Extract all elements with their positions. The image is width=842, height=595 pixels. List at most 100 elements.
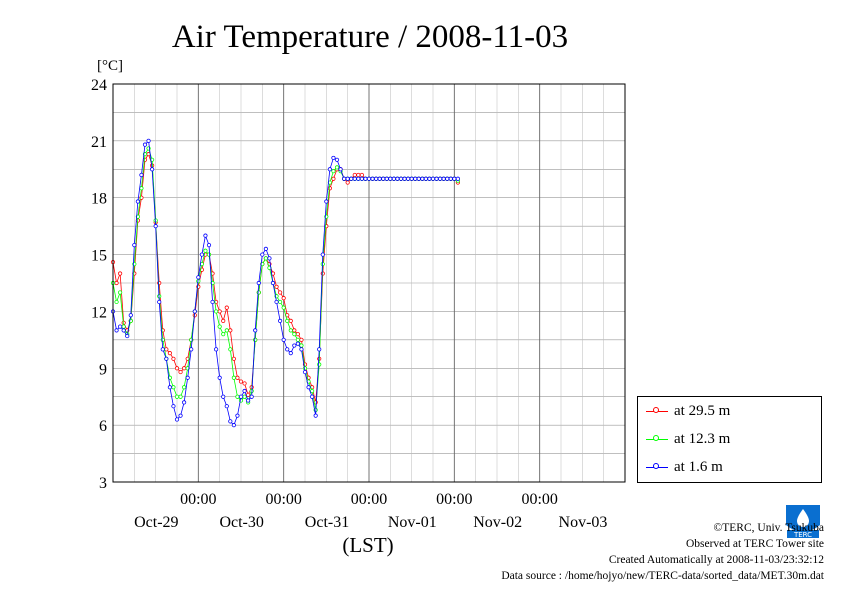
source-text: Data source : /home/hojyo/new/TERC-data/… xyxy=(501,570,824,582)
data-point xyxy=(242,394,247,399)
data-point xyxy=(189,347,194,352)
series-layer xyxy=(110,138,460,428)
data-point xyxy=(174,417,180,422)
credits: ©TERC, Univ. Tsukuba Observed at TERC To… xyxy=(501,520,824,584)
data-point xyxy=(345,176,350,181)
data-point xyxy=(217,309,222,314)
data-point xyxy=(285,318,290,324)
data-point xyxy=(121,328,126,333)
data-point xyxy=(263,246,268,251)
data-point xyxy=(416,176,421,181)
data-point xyxy=(160,347,165,352)
data-point xyxy=(391,176,396,181)
data-point xyxy=(210,299,215,305)
data-point xyxy=(253,337,258,342)
data-point xyxy=(128,313,133,318)
data-point xyxy=(455,176,460,181)
copyright-text: ©TERC, Univ. Tsukuba xyxy=(713,522,824,534)
data-point xyxy=(413,176,418,181)
data-point xyxy=(171,404,176,409)
data-point xyxy=(363,176,368,181)
data-point xyxy=(295,332,300,337)
data-point xyxy=(238,379,244,384)
data-point xyxy=(235,375,240,380)
data-point xyxy=(270,280,276,286)
observed-text: Observed at TERC Tower site xyxy=(685,538,824,550)
data-point xyxy=(182,400,187,405)
data-point xyxy=(306,385,311,390)
y-tick-labels: 3 6 9 12 15 18 21 24 xyxy=(91,77,107,492)
data-point xyxy=(274,299,279,305)
y-tick-label: 6 xyxy=(99,418,107,435)
data-point xyxy=(356,172,361,178)
data-point xyxy=(214,347,219,352)
data-point xyxy=(235,413,240,418)
data-point xyxy=(196,275,201,280)
data-point xyxy=(228,419,233,424)
data-point xyxy=(114,328,119,333)
created-text: Created Automatically at 2008-11-03/23:3… xyxy=(608,554,824,566)
data-point xyxy=(441,176,446,181)
data-point xyxy=(139,172,144,178)
data-point xyxy=(288,328,293,333)
x-time-tick-label: 00:00 xyxy=(265,491,301,508)
data-point xyxy=(409,176,414,181)
data-point xyxy=(231,375,236,380)
data-point xyxy=(274,284,279,289)
x-day-label: Oct-29 xyxy=(134,514,178,531)
data-point xyxy=(338,167,343,172)
data-point xyxy=(121,324,126,329)
data-point xyxy=(238,394,244,399)
data-point xyxy=(146,138,151,143)
series-line xyxy=(112,153,459,403)
data-point xyxy=(327,167,332,172)
data-point xyxy=(302,366,308,371)
data-point xyxy=(203,233,208,238)
legend-label: at 1.6 m xyxy=(674,458,723,475)
data-point xyxy=(182,385,187,390)
data-point xyxy=(217,375,222,380)
data-point xyxy=(310,394,315,399)
logo-text: TERC xyxy=(793,531,812,539)
data-point xyxy=(292,332,297,337)
data-point xyxy=(388,176,393,181)
legend-swatch xyxy=(646,406,668,416)
data-point xyxy=(185,375,190,380)
legend-label: at 12.3 m xyxy=(674,430,731,447)
data-point xyxy=(317,347,322,352)
data-point xyxy=(224,305,229,310)
data-point xyxy=(182,366,187,371)
data-point xyxy=(157,299,162,305)
data-point xyxy=(153,224,158,229)
data-point xyxy=(228,347,233,352)
data-point xyxy=(370,176,375,181)
data-point xyxy=(398,176,404,181)
data-point xyxy=(324,199,329,204)
data-point xyxy=(203,248,208,253)
data-point xyxy=(334,157,340,162)
data-point xyxy=(423,176,428,181)
data-point xyxy=(281,296,286,301)
x-time-tick-label: 00:00 xyxy=(436,491,472,508)
y-tick-label: 9 xyxy=(99,361,107,378)
data-point xyxy=(135,199,140,204)
data-point xyxy=(448,176,453,181)
x-time-tick-label: 00:00 xyxy=(351,491,387,508)
x-tick-labels: 00:00Oct-2900:00Oct-3000:00Oct-3100:00No… xyxy=(134,491,607,531)
y-axis-label: [°C] xyxy=(97,58,123,74)
data-point xyxy=(249,394,254,399)
data-point xyxy=(292,328,297,333)
data-point xyxy=(167,385,172,390)
y-tick-label: 15 xyxy=(91,248,107,265)
data-point xyxy=(299,347,304,352)
series-2 xyxy=(110,138,460,428)
series-1 xyxy=(110,146,460,413)
data-point xyxy=(342,176,347,181)
x-day-label: Nov-01 xyxy=(388,514,437,531)
legend-swatch xyxy=(646,434,668,444)
data-point xyxy=(452,176,457,181)
data-point xyxy=(235,394,240,399)
data-point xyxy=(331,176,336,181)
y-tick-label: 18 xyxy=(91,191,107,208)
